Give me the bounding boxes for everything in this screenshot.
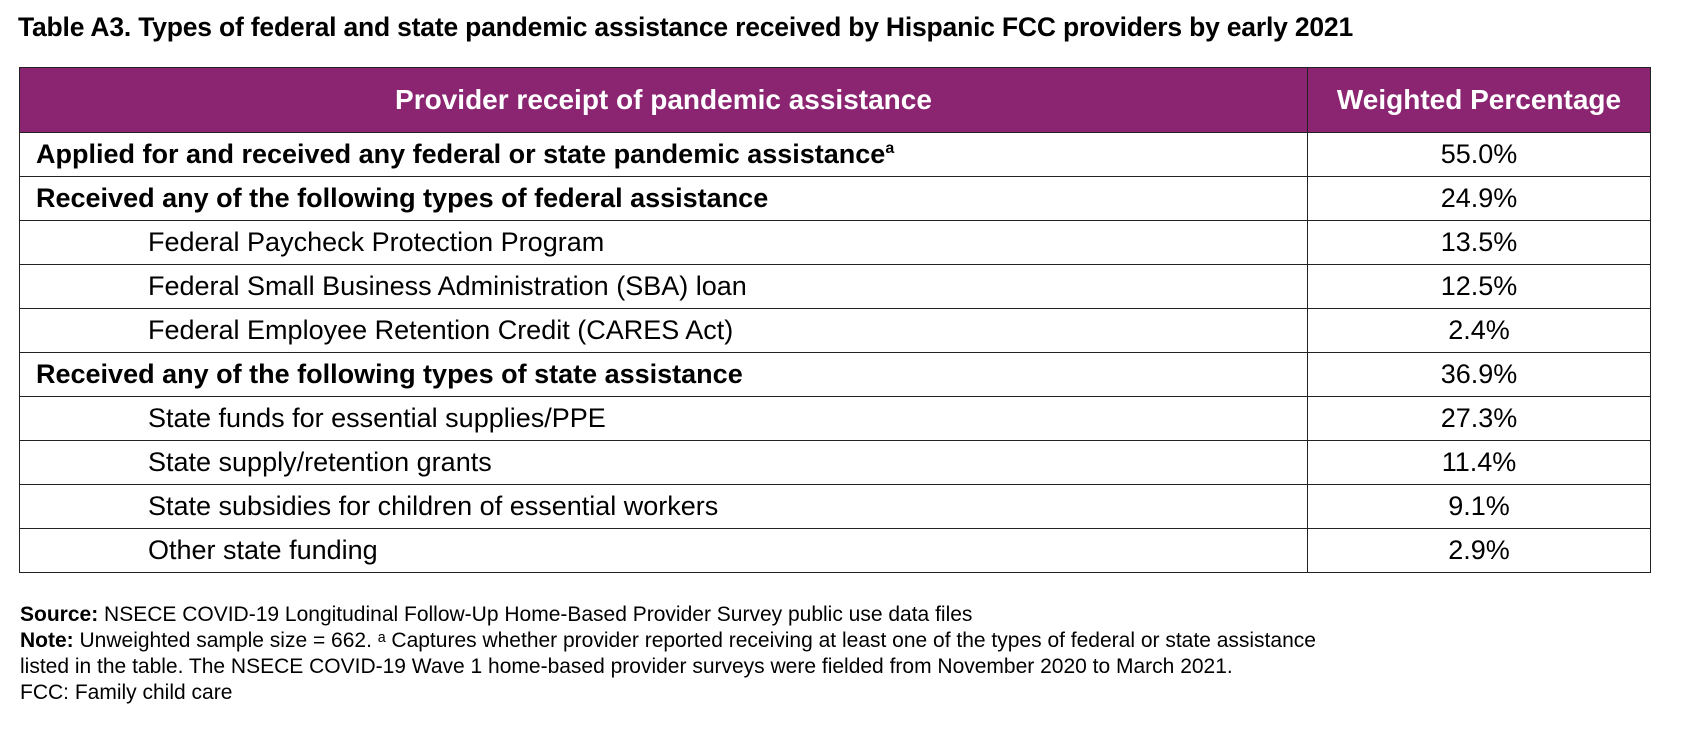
assistance-table: Provider receipt of pandemic assistance … [19, 67, 1651, 573]
row-label-text: Received any of the following types of f… [36, 183, 769, 213]
table-row: Federal Small Business Administration (S… [19, 264, 1651, 309]
row-label: State subsidies for children of essentia… [19, 484, 1308, 529]
table-row: State funds for essential supplies/PPE 27… [19, 396, 1651, 441]
row-label: Received any of the following types of s… [19, 352, 1308, 397]
row-label-text: State supply/retention grants [148, 447, 492, 477]
row-label: Federal Small Business Administration (S… [19, 264, 1308, 309]
note-label: Note: [20, 629, 74, 652]
note-line-1: Unweighted sample size = 662. ᵃ Captures… [73, 629, 1316, 652]
table-row: Other state funding 2.9% [19, 528, 1651, 573]
source-text: NSECE COVID-19 Longitudinal Follow-Up Ho… [98, 603, 973, 626]
table-title: Table A3. Types of federal and state pan… [18, 12, 1353, 42]
row-percentage: 12.5% [1307, 264, 1651, 309]
row-label-text: Applied for and received any federal or … [36, 139, 886, 169]
table-row: Received any of the following types of f… [19, 176, 1651, 221]
row-label-text: Other state funding [148, 535, 378, 565]
row-percentage: 27.3% [1307, 396, 1651, 441]
row-percentage: 2.4% [1307, 308, 1651, 353]
row-label: Received any of the following types of f… [19, 176, 1308, 221]
row-label-text: State subsidies for children of essentia… [148, 491, 719, 521]
note-line-2: listed in the table. The NSECE COVID-19 … [20, 655, 1233, 678]
table-row: Federal Paycheck Protection Program 13.5% [19, 220, 1651, 265]
table-row: State supply/retention grants 11.4% [19, 440, 1651, 485]
row-percentage: 13.5% [1307, 220, 1651, 265]
row-label: Other state funding [19, 528, 1308, 573]
row-label-text: Federal Small Business Administration (S… [148, 271, 747, 301]
table-row: Received any of the following types of s… [19, 352, 1651, 397]
table-row: Federal Employee Retention Credit (CARES… [19, 308, 1651, 353]
row-label-text: Federal Employee Retention Credit (CARES… [148, 315, 734, 345]
row-percentage: 9.1% [1307, 484, 1651, 529]
row-label-text: Federal Paycheck Protection Program [148, 227, 605, 257]
row-label: State supply/retention grants [19, 440, 1308, 485]
row-percentage: 2.9% [1307, 528, 1651, 573]
row-label-text: State funds for essential supplies/PPE [148, 403, 606, 433]
row-label: State funds for essential supplies/PPE [19, 396, 1308, 441]
note: Note: Unweighted sample size = 662. ᵃ Ca… [20, 628, 1316, 654]
row-label: Federal Employee Retention Credit (CARES… [19, 308, 1308, 353]
table-row: Applied for and received any federal or … [19, 132, 1651, 177]
header-percentage: Weighted Percentage [1307, 67, 1651, 133]
table-row: State subsidies for children of essentia… [19, 484, 1651, 529]
header-assistance: Provider receipt of pandemic assistance [19, 67, 1308, 133]
row-label: Federal Paycheck Protection Program [19, 220, 1308, 265]
source-note: Source: NSECE COVID-19 Longitudinal Foll… [20, 602, 972, 628]
row-percentage: 11.4% [1307, 440, 1651, 485]
row-label-text: Received any of the following types of s… [36, 359, 743, 389]
fcc-definition: FCC: Family child care [20, 681, 233, 704]
row-percentage: 55.0% [1307, 132, 1651, 177]
footnote-marker: a [885, 140, 895, 157]
source-label: Source: [20, 603, 99, 626]
header-row: Provider receipt of pandemic assistance … [19, 67, 1651, 133]
row-percentage: 36.9% [1307, 352, 1651, 397]
row-percentage: 24.9% [1307, 176, 1651, 221]
row-label: Applied for and received any federal or … [19, 132, 1308, 177]
